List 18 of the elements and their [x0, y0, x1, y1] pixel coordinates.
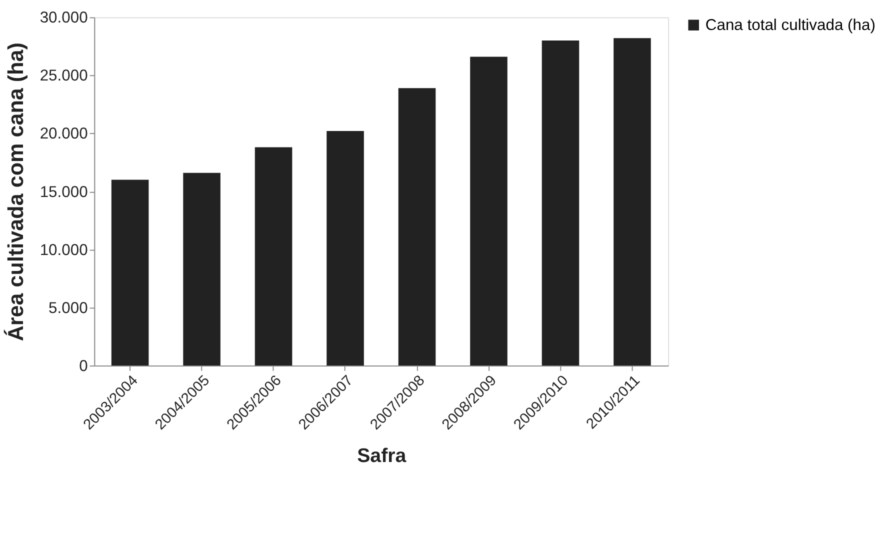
y-axis-title: Área cultivada com cana (ha) [3, 42, 28, 342]
legend-label: Cana total cultivada (ha) [705, 17, 876, 34]
y-tick-label: 20.000 [40, 126, 88, 143]
bar [111, 180, 149, 366]
y-tick-label: 25.000 [40, 68, 88, 85]
y-tick-label: 5.000 [48, 300, 88, 317]
x-axis-title: Safra [357, 444, 408, 467]
y-tick-label: 0 [79, 358, 88, 375]
bar [398, 88, 436, 366]
y-tick-label: 10.000 [40, 242, 88, 259]
y-tick-label: 15.000 [40, 184, 88, 201]
bar [542, 40, 580, 366]
bar [183, 172, 220, 366]
bar [326, 131, 364, 366]
bar [254, 147, 292, 366]
y-tick-label: 30.000 [40, 10, 88, 27]
bar [470, 56, 508, 366]
bar [614, 38, 651, 366]
